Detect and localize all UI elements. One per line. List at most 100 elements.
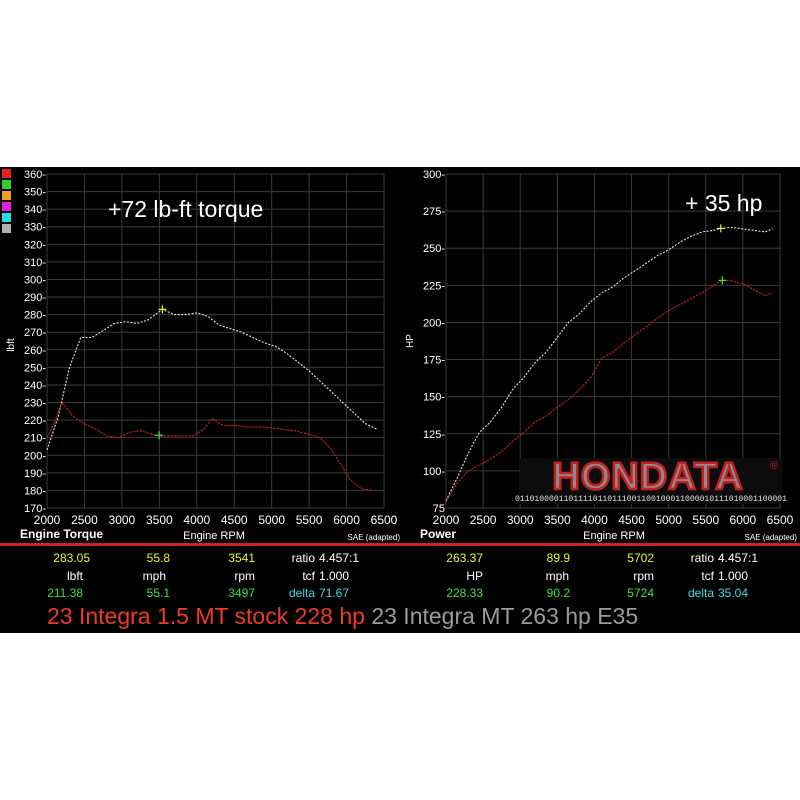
torque-readout-unit-rpm: rpm <box>234 569 255 583</box>
power-readout-b-rpm: 5724 <box>627 586 654 600</box>
y-tick-label: 125- <box>423 429 445 441</box>
x-tick-label: 6000 <box>730 513 757 527</box>
torque-readout-unit-mph: mph <box>142 569 166 583</box>
y-tick-label: 275- <box>423 206 445 218</box>
torque-xlabel: Engine RPM <box>183 530 245 542</box>
torque-ratio-value: 4.457:1 <box>319 551 360 565</box>
x-tick-label: 6500 <box>371 513 398 527</box>
x-tick-label: 5000 <box>655 513 682 527</box>
run-swatch <box>2 169 11 178</box>
power-readout-b-mph: 90.2 <box>546 586 570 600</box>
power-cursors <box>716 224 727 285</box>
power-tcf-label: tcf <box>701 569 714 583</box>
legend-run-a: 23 Integra 1.5 MT stock 228 hp <box>47 603 365 629</box>
y-tick-label: 310- <box>24 257 46 269</box>
torque-readout-a-mph: 55.8 <box>146 551 170 565</box>
power-readout-a-mph: 89.9 <box>546 551 570 565</box>
torque-readout-b-value: 211.38 <box>47 586 83 600</box>
power-readout-unit-value: HP <box>466 569 483 583</box>
x-tick-label: 2000 <box>433 513 460 527</box>
power-delta-value: 35.04 <box>718 586 749 600</box>
y-tick-label: 250- <box>24 362 46 374</box>
y-tick-label: 210- <box>24 433 46 445</box>
x-tick-label: 4500 <box>221 513 248 527</box>
hondata-logo-text: HONDATA <box>552 456 743 498</box>
series-line-stock <box>46 401 373 491</box>
torque-readout-b-rpm: 3497 <box>228 586 255 600</box>
x-tick-label: 3000 <box>109 513 136 527</box>
x-tick-label: 4000 <box>581 513 608 527</box>
power-ratio-label: ratio <box>690 551 714 565</box>
y-tick-label: 220- <box>24 415 46 427</box>
run-swatch <box>2 180 11 189</box>
legend-run-b: 23 Integra MT 263 hp E35 <box>371 603 639 629</box>
y-tick-label: 290- <box>24 292 46 304</box>
power-y-tick-labels: 75 100- 125- 150- 175- 200- 225- 250- 275- 300- <box>423 169 445 515</box>
y-tick-label: 200- <box>423 317 445 329</box>
y-tick-label: 190- <box>24 468 46 480</box>
x-tick-label: 3000 <box>507 513 534 527</box>
torque-ylabel: lbft <box>6 338 17 352</box>
torque-title: Engine Torque <box>20 527 103 541</box>
cursor-marker <box>718 276 727 285</box>
hondata-logo: HONDATA ® 011010000110111101101110011001… <box>515 455 787 504</box>
torque-chart: 170- 180- 190- 200- 210- 220- 230- 240- 250- 260-… <box>6 169 400 542</box>
torque-x-tick-labels: 2000 2500 3000 3500 4000 4500 5000 5500 6000 6500 <box>34 513 398 527</box>
y-tick-label: 300- <box>24 274 46 286</box>
power-annotation: + 35 hp <box>685 190 762 216</box>
torque-ratio-label: ratio <box>291 551 315 565</box>
power-ylabel: HP <box>405 334 416 348</box>
x-tick-label: 3500 <box>544 513 571 527</box>
x-tick-label: 2500 <box>470 513 497 527</box>
x-tick-label: 2000 <box>34 513 61 527</box>
y-tick-label: 100- <box>423 466 445 478</box>
torque-readout-unit-value: lbft <box>66 569 83 583</box>
hondata-binary: 0110100001101111011011100110010001100001… <box>515 495 787 504</box>
cursor-marker <box>155 431 164 440</box>
divider-line <box>0 543 800 546</box>
torque-y-tick-labels: 170- 180- 190- 200- 210- 220- 230- 240- 250- 260-… <box>24 169 46 515</box>
power-chart: 75 100- 125- 150- 175- 200- 225- 250- 275- 300- 2… <box>405 169 797 542</box>
y-tick-label: 260- <box>24 345 46 357</box>
power-readout-a-rpm: 5702 <box>627 551 654 565</box>
power-correction: SAE (adapted) <box>745 533 798 542</box>
power-title: Power <box>420 527 456 541</box>
torque-delta-value: 71.67 <box>319 586 350 600</box>
power-x-tick-labels: 2000 2500 3000 3500 4000 4500 5000 5500 6000 6500 <box>433 513 794 527</box>
y-tick-label: 330- <box>24 222 46 234</box>
x-tick-label: 3500 <box>146 513 173 527</box>
y-tick-label: 230- <box>24 398 46 410</box>
cursor-marker <box>716 224 725 233</box>
torque-readout-a-value: 283.05 <box>53 551 90 565</box>
power-readout-unit-rpm: rpm <box>633 569 654 583</box>
y-tick-label: 360- <box>24 169 46 181</box>
run-swatch <box>2 213 11 222</box>
run-swatch <box>2 202 11 211</box>
x-tick-label: 4000 <box>183 513 210 527</box>
power-delta-label: delta <box>687 586 714 600</box>
power-readout-b-value: 228.33 <box>446 586 483 600</box>
torque-delta-label: delta <box>288 586 315 600</box>
y-tick-label: 320- <box>24 239 46 251</box>
power-readout-a-value: 263.37 <box>446 551 483 565</box>
y-tick-label: 340- <box>24 204 46 216</box>
torque-annotation: +72 lb-ft torque <box>108 196 263 222</box>
dyno-panel: 170- 180- 190- 200- 210- 220- 230- 240- 250- 260-… <box>0 167 800 633</box>
x-tick-label: 5000 <box>258 513 285 527</box>
y-tick-label: 175- <box>423 355 445 367</box>
y-tick-label: 270- <box>24 327 46 339</box>
y-tick-label: 250- <box>423 243 445 255</box>
y-tick-label: 200- <box>24 450 46 462</box>
y-tick-label: 170- <box>24 503 46 515</box>
y-tick-label: 300- <box>423 169 445 181</box>
run-swatch <box>2 224 11 233</box>
torque-readout-a-rpm: 3541 <box>228 551 255 565</box>
torque-tcf-label: tcf <box>302 569 315 583</box>
y-tick-label: 180- <box>24 485 46 497</box>
x-tick-label: 4500 <box>618 513 645 527</box>
run-legend: 23 Integra 1.5 MT stock 228 hp 23 Integr… <box>47 603 638 630</box>
series-line-e35 <box>46 308 377 451</box>
y-tick-label: 280- <box>24 310 46 322</box>
torque-grid <box>46 173 385 509</box>
dyno-chart-svg: 170- 180- 190- 200- 210- 220- 230- 240- 250- 260-… <box>0 169 800 546</box>
